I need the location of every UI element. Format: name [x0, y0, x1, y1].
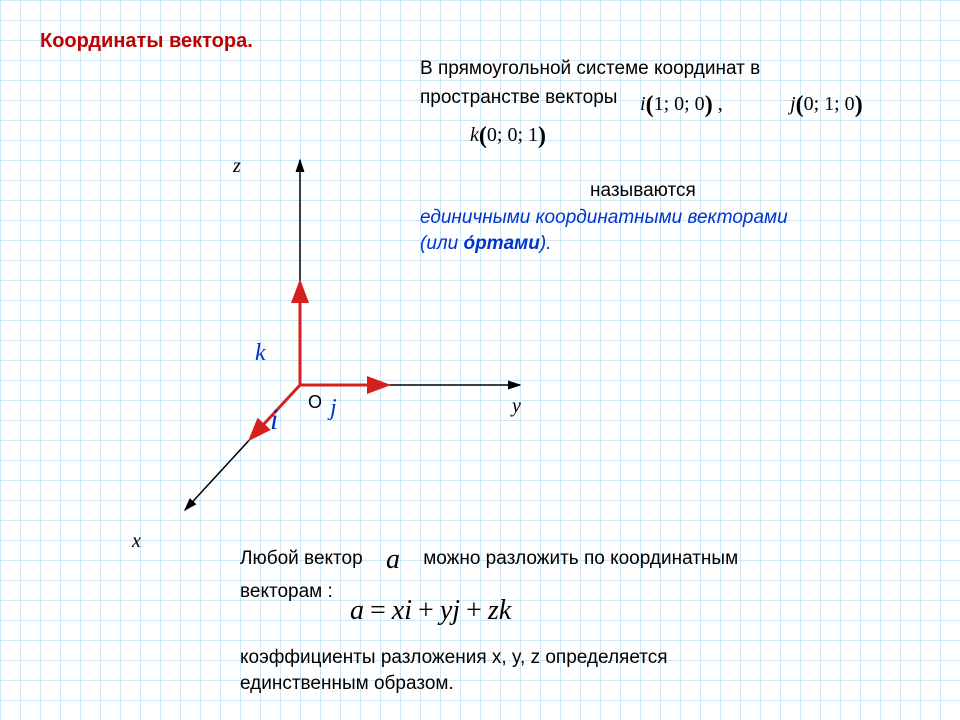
vec-i-coords: 1; 0; 0	[654, 93, 705, 115]
any-line2: векторам :	[240, 581, 333, 602]
y-axis-label: y	[512, 395, 521, 418]
any-vec-symbol: a	[368, 540, 418, 579]
vec-j-coords: 0; 1; 0	[804, 93, 855, 115]
slide-title: Координаты вектора.	[40, 30, 253, 53]
i-label: i	[270, 403, 278, 437]
k-label: k	[255, 340, 266, 367]
any-pre: Любой вектор	[240, 548, 363, 569]
j-label: j	[330, 395, 337, 422]
vector-j-coords: j(0; 1; 0)	[790, 92, 863, 119]
coefficients-text: коэффициенты разложения x, y, z определя…	[240, 645, 940, 696]
any-post: можно разложить по координатным	[423, 548, 738, 569]
coeff-line1: коэффициенты разложения x, y, z определя…	[240, 647, 668, 668]
intro-line-1: В прямоугольной системе координат в	[420, 55, 940, 84]
intro-line-2: пространстве векторы	[420, 87, 617, 108]
slide-content: Координаты вектора. В прямоугольной сист…	[0, 0, 960, 720]
x-axis-label: x	[132, 530, 141, 553]
coeff-line2: единственным образом.	[240, 673, 454, 694]
any-vector-text: Любой вектор a можно разложить по коорди…	[240, 540, 940, 606]
vector-i-coords: i(1; 0; 0) ,	[640, 92, 723, 119]
decomposition-formula: a=xi+yj+zk	[350, 595, 511, 627]
called-text: называются	[590, 180, 696, 202]
z-axis-label: z	[233, 155, 241, 178]
origin-label: O	[308, 392, 322, 413]
coordinate-diagram: z y x k j i O	[130, 140, 530, 540]
diagram-svg	[130, 140, 530, 540]
